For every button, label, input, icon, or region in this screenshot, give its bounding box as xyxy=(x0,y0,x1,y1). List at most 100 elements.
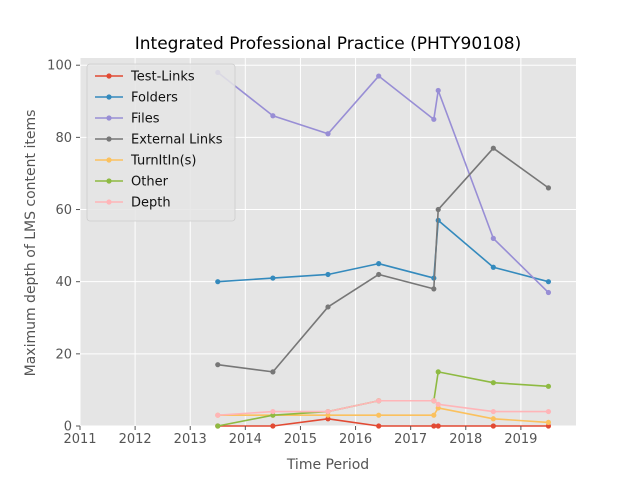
data-point xyxy=(325,412,331,418)
chart-title: Integrated Professional Practice (PHTY90… xyxy=(135,34,521,54)
legend-label: TurnItIn(s) xyxy=(130,154,196,169)
data-point xyxy=(435,206,441,213)
data-point xyxy=(376,261,382,267)
data-point xyxy=(545,419,552,425)
legend: Test-Links Folders Files External Links Turn… xyxy=(86,63,236,222)
data-point xyxy=(435,87,441,94)
x-tick-label: 2017 xyxy=(394,432,427,447)
y-tick-label: 20 xyxy=(55,347,72,362)
series-line-files xyxy=(217,71,550,294)
data-point xyxy=(490,423,496,429)
data-point xyxy=(490,264,496,270)
data-point xyxy=(376,423,382,429)
series-line-depth xyxy=(217,399,549,416)
legend-marker xyxy=(106,199,112,205)
data-point xyxy=(215,362,221,368)
legend-label: Files xyxy=(131,112,160,127)
data-point xyxy=(435,423,441,429)
data-point xyxy=(431,286,437,292)
data-point xyxy=(431,398,437,404)
data-point xyxy=(545,185,552,191)
y-axis-label: Maximum depth of LMS content items xyxy=(23,110,39,377)
data-point xyxy=(545,423,552,429)
data-point xyxy=(545,383,552,389)
legend-label: Folders xyxy=(131,91,178,106)
y-tick-label: 60 xyxy=(55,203,72,218)
data-point xyxy=(215,279,221,285)
data-point xyxy=(215,423,221,429)
x-tick-label: 2018 xyxy=(449,432,482,447)
legend-marker xyxy=(106,136,112,142)
legend-marker xyxy=(106,73,112,79)
y-tick-label: 0 xyxy=(64,420,72,435)
legend-item-turnitin-s: TurnItIn(s) xyxy=(95,154,196,169)
legend-box xyxy=(86,63,236,222)
data-point xyxy=(431,116,437,122)
legend-marker xyxy=(106,115,112,121)
x-tick-label: 2013 xyxy=(174,432,207,447)
data-point xyxy=(545,289,552,296)
data-point xyxy=(325,416,331,422)
data-point xyxy=(376,271,382,278)
legend-item-other: Other xyxy=(95,175,169,190)
data-point xyxy=(270,408,276,415)
series-external-links xyxy=(215,145,552,375)
series-line-external-links xyxy=(217,147,549,373)
x-tick-label: 2012 xyxy=(119,432,152,447)
legend-item-depth: Depth xyxy=(95,196,171,211)
legend-item-test-links: Test-Links xyxy=(95,70,195,85)
x-axis-label: Time Period xyxy=(286,457,369,473)
data-point xyxy=(376,73,382,79)
data-point xyxy=(270,113,276,119)
data-point xyxy=(435,405,441,411)
data-point xyxy=(545,279,552,285)
data-point xyxy=(270,423,276,429)
x-tick-label: 2016 xyxy=(339,432,372,447)
data-point xyxy=(270,275,276,281)
data-point xyxy=(270,412,276,418)
data-point xyxy=(325,408,331,415)
data-point xyxy=(325,304,331,310)
legend-item-external-links: External Links xyxy=(95,133,223,148)
series-line-test-links xyxy=(217,417,549,427)
y-tick-label: 100 xyxy=(47,59,72,74)
data-point xyxy=(435,369,441,375)
legend-marker xyxy=(106,94,112,100)
data-point xyxy=(545,408,552,415)
data-point xyxy=(376,398,382,404)
series-line-folders xyxy=(217,219,549,283)
legend-item-files: Files xyxy=(95,112,160,127)
data-point xyxy=(376,412,382,418)
legend-item-folders: Folders xyxy=(95,91,178,106)
x-tick-label: 2011 xyxy=(63,432,96,447)
series-depth xyxy=(215,398,552,418)
legend-marker xyxy=(106,157,112,163)
series-layer xyxy=(215,69,552,429)
data-point xyxy=(325,131,331,137)
legend-marker xyxy=(106,178,112,184)
legend-label: Other xyxy=(131,175,169,190)
data-point xyxy=(490,408,496,415)
data-point xyxy=(435,401,441,407)
x-tick-label: 2014 xyxy=(229,432,262,447)
data-point xyxy=(431,423,437,429)
y-tick-label: 40 xyxy=(55,275,72,290)
legend-label: External Links xyxy=(131,133,223,148)
data-point xyxy=(490,380,496,386)
legend-label: Depth xyxy=(131,196,171,211)
legend-label: Test-Links xyxy=(130,70,195,85)
data-point xyxy=(325,271,331,278)
data-point xyxy=(490,145,496,151)
data-point xyxy=(490,416,496,422)
data-point xyxy=(215,412,221,418)
x-tick-label: 2019 xyxy=(504,432,537,447)
data-point xyxy=(490,235,496,241)
data-point xyxy=(270,369,276,375)
y-tick-label: 80 xyxy=(55,131,72,146)
series-files xyxy=(215,69,552,296)
axes: 2011 2012 2013 2014 2015 2016 2017 2018 2019 0 20 4… xyxy=(47,59,537,447)
data-point xyxy=(431,412,437,418)
x-tick-label: 2015 xyxy=(284,432,317,447)
